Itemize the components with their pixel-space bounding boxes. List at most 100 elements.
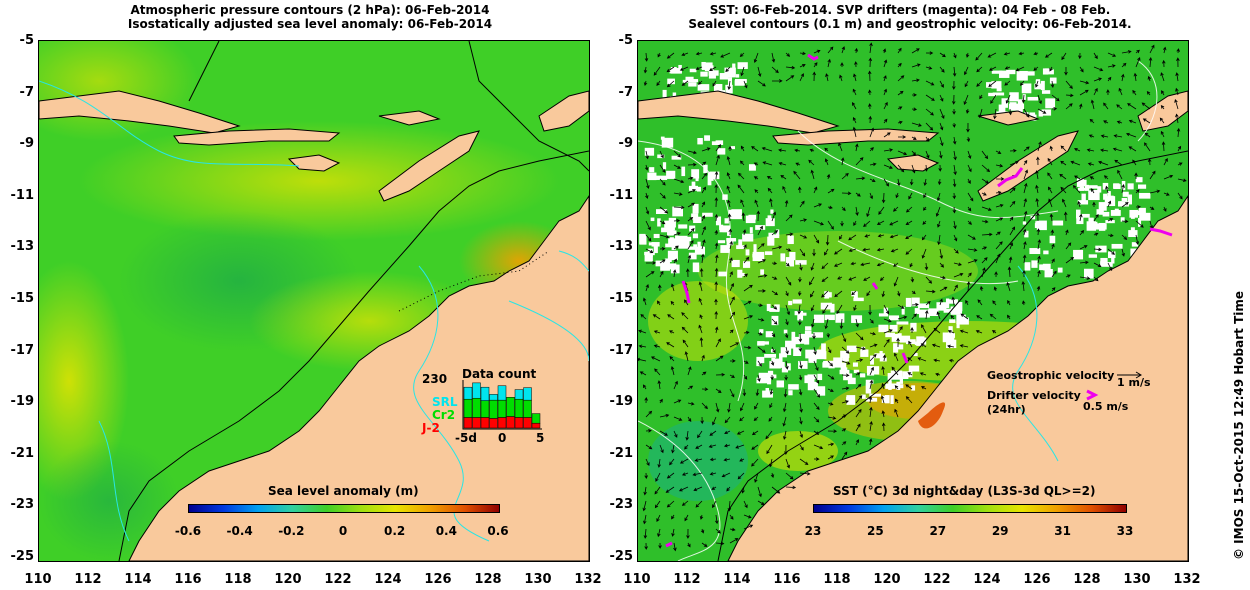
left-lat-tick: -25 [10,549,35,564]
left-lon-tick: 112 [74,572,102,587]
right-lat-tick: -19 [609,394,634,410]
left-lon-tick: 116 [174,572,202,587]
right-lon-tick: 116 [773,572,801,587]
right-lat-tick: -25 [609,549,634,564]
right-lat-tick: -23 [609,497,634,513]
sst-colorbar-tick: 33 [1116,524,1134,538]
sst-colorbar-tick: 23 [804,524,822,538]
sea-level-anomaly-map [38,40,590,562]
right-lat-tick: -15 [609,291,634,306]
right-lat-tick: -5 [618,33,633,48]
dc-xtick-minus5: -5d [455,431,477,445]
right-lon-tick: 118 [823,572,851,587]
data-count-bar-j2 [472,417,481,429]
legend-srl: SRL [432,395,458,409]
left-lon-tick: 124 [374,572,402,587]
right-lon-tick: 126 [1023,572,1051,587]
right-lat-tick: -9 [618,136,633,152]
right-lat-tick: -7 [618,84,633,100]
dc-xtick-0: 0 [498,431,507,445]
left-lat-tick: -5 [19,33,34,48]
left-lon-tick: 122 [324,572,352,587]
data-count-bar-j2 [480,417,490,429]
data-count-bar-srl [480,386,490,401]
data-count-bar-cr2 [514,398,524,418]
right-lon-tick: 114 [723,572,751,587]
sst-colorbar-tick: 27 [929,524,947,538]
right-lat-tick: -13 [609,239,634,255]
sla-colorbar-tick: 0 [338,524,348,538]
sst-map [637,40,1189,562]
data-count-bar-j2 [506,416,515,429]
left-lon-tick: 128 [474,572,502,587]
left-lat-tick: -17 [10,342,35,358]
left-lat-tick: -15 [10,291,35,306]
right-title-line2: Sealevel contours (0.1 m) and geostrophi… [688,17,1132,31]
left-lat-tick: -11 [10,187,35,203]
left-lat-tick: -23 [10,497,35,513]
data-count-bar-srl [514,389,524,400]
imos-credit: © IMOS 15-Oct-2015 12:49 Hobart Time [1232,290,1246,560]
right-title-line1: SST: 06-Feb-2014. SVP drifters (magenta)… [709,3,1111,17]
right-lat-tick: -17 [609,342,634,358]
sst-colorbar-tick: 25 [867,524,884,538]
left-lon-tick: 130 [524,572,552,587]
data-count-title: Data count [462,367,537,381]
data-count-bar-cr2 [489,399,498,419]
right-lon-tick: 124 [973,572,1001,587]
data-count-bar-cr2 [497,399,507,418]
left-lat-tick: -19 [10,394,35,410]
left-lon-tick: 126 [424,572,452,587]
sla-colorbar-tick: 0.4 [435,524,457,538]
right-lat-tick: -21 [609,445,634,461]
left-lon-tick: 118 [224,572,252,587]
data-count-bar-srl [463,386,473,400]
drifter-scale: 0.5 m/s [1083,400,1129,413]
sla-colorbar-tick: 0.2 [384,524,406,538]
legend-cr2: Cr2 [432,408,456,422]
data-count-bar-cr2 [523,399,532,418]
data-count-chart [462,380,542,430]
data-count-max-label: 230 [422,372,448,386]
legend-j2: J-2 [422,421,440,435]
data-count-bar-cr2 [463,398,473,418]
data-count-bar-j2 [463,417,473,429]
data-count-bar-cr2 [480,400,490,418]
data-count-bar-srl [472,382,481,399]
data-count-bar-cr2 [506,397,515,417]
drifter-scale-arrow-icon [1086,389,1099,401]
right-lon-tick: 128 [1073,572,1101,587]
left-lat-tick: -9 [19,136,34,152]
data-count-bar-srl [497,385,507,401]
right-lon-tick: 130 [1123,572,1151,587]
data-count-bar-cr2 [531,413,541,424]
left-lat-tick: -7 [19,84,34,100]
geostrophic-scale: 1 m/s [1117,376,1151,389]
right-lon-tick: 122 [923,572,951,587]
sla-colorbar-tick: -0.4 [226,524,253,538]
sst-colorbar-tick: 29 [991,524,1009,538]
data-count-bar-j2 [497,417,507,429]
sla-colorbar [188,504,500,513]
right-lon-tick: 132 [1173,572,1201,587]
data-count-bar-j2 [514,417,524,429]
sla-colorbar-tick: -0.2 [278,524,305,538]
left-lat-tick: -21 [10,445,35,461]
left-title-line1: Atmospheric pressure contours (2 hPa): 0… [130,3,490,17]
right-lat-tick: -11 [609,187,634,203]
drifter-velocity-label: Drifter velocity [987,389,1081,402]
left-lat-tick: -13 [10,239,35,255]
right-lon-tick: 110 [623,572,651,587]
left-lon-tick: 120 [274,572,302,587]
left-lon-tick: 110 [24,572,52,587]
sla-colorbar-label: Sea level anomaly (m) [268,484,419,498]
left-lon-tick: 132 [574,572,602,587]
sla-colorbar-tick: -0.6 [174,524,202,538]
drifter-velocity-label-2: (24hr) [987,403,1026,416]
sst-colorbar-label: SST (°C) 3d night&day (L3S-3d QL>=2) [833,484,1096,498]
sst-colorbar [813,504,1127,513]
data-count-bar-srl [523,387,532,401]
sla-colorbar-tick: 0.6 [487,524,509,538]
data-count-bar-cr2 [472,397,481,418]
right-lon-tick: 112 [673,572,701,587]
